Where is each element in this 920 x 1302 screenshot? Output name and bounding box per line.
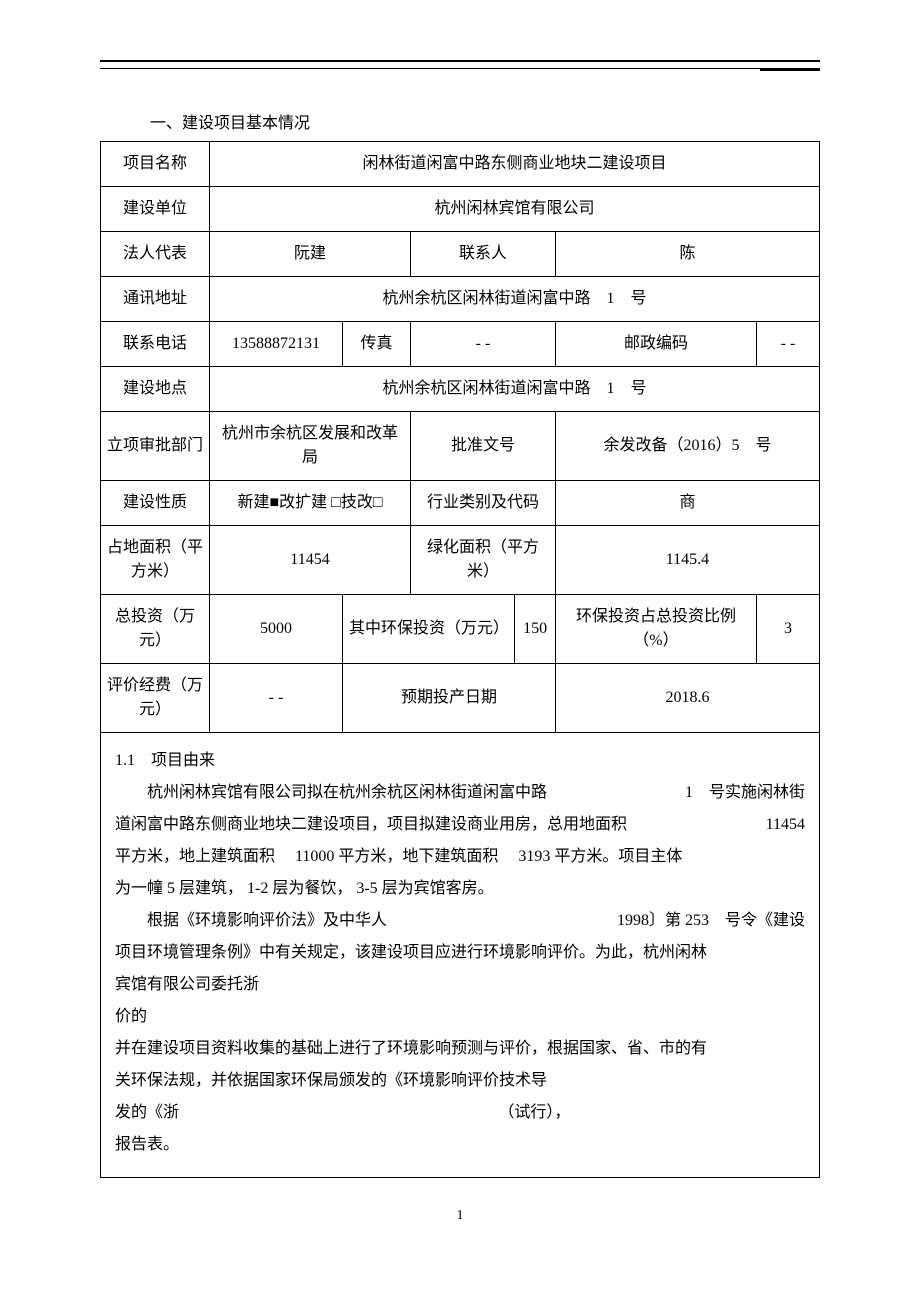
label-phone: 联系电话	[101, 322, 210, 367]
paragraph-line: 道闲富中路东侧商业地块二建设项目，项目拟建设商业用房，总用地面积 11454	[115, 809, 805, 841]
value-total-invest: 5000	[210, 595, 343, 664]
label-build-nature: 建设性质	[101, 481, 210, 526]
label-expected-date: 预期投产日期	[343, 664, 556, 733]
label-approval-no: 批准文号	[411, 412, 556, 481]
paragraph-line: 项目环境管理条例》中有关规定，该建设项目应进行环境影响评价。为此，杭州闲林	[115, 937, 805, 969]
table-row: 通讯地址 杭州余杭区闲林街道闲富中路 1 号	[101, 277, 820, 322]
value-land-area: 11454	[210, 526, 411, 595]
value-build-loc: 杭州余杭区闲林街道闲富中路 1 号	[210, 367, 820, 412]
text-fragment: 1998〕第 253 号令《建设	[617, 905, 805, 937]
value-address-comm: 杭州余杭区闲林街道闲富中路 1 号	[210, 277, 820, 322]
value-build-nature: 新建■改扩建 □技改□	[210, 481, 411, 526]
project-info-table: 项目名称 闲林街道闲富中路东侧商业地块二建设项目 建设单位 杭州闲林宾馆有限公司…	[100, 141, 820, 733]
document-page: 一、建设项目基本情况 项目名称 闲林街道闲富中路东侧商业地块二建设项目 建设单位…	[0, 0, 920, 1284]
label-postal: 邮政编码	[555, 322, 756, 367]
table-row: 建设地点 杭州余杭区闲林街道闲富中路 1 号	[101, 367, 820, 412]
table-row: 立项审批部门 杭州市余杭区发展和改革局 批准文号 余发改备（2016）5 号	[101, 412, 820, 481]
paragraph-line: 为一幢 5 层建筑， 1-2 层为餐饮， 3-5 层为宾馆客房。	[115, 873, 805, 905]
table-row: 法人代表 阮建 联系人 陈	[101, 232, 820, 277]
paragraph-line: 并在建设项目资料收集的基础上进行了环境影响预测与评价，根据国家、省、市的有	[115, 1033, 805, 1065]
value-industry: 商	[555, 481, 819, 526]
header-rule-thin	[100, 68, 820, 69]
text-fragment: 11454	[766, 809, 805, 841]
text-fragment: （试行），	[498, 1097, 570, 1129]
value-contact: 陈	[555, 232, 819, 277]
paragraph-line: 报告表。	[115, 1129, 805, 1161]
value-approval-dept: 杭州市余杭区发展和改革局	[210, 412, 411, 481]
label-build-loc: 建设地点	[101, 367, 210, 412]
value-project-name: 闲林街道闲富中路东侧商业地块二建设项目	[210, 142, 820, 187]
table-row: 建设性质 新建■改扩建 □技改□ 行业类别及代码 商	[101, 481, 820, 526]
table-row: 项目名称 闲林街道闲富中路东侧商业地块二建设项目	[101, 142, 820, 187]
value-fax: - -	[411, 322, 556, 367]
value-postal: - -	[757, 322, 820, 367]
paragraph-line: 根据《环境影响评价法》及中华人 1998〕第 253 号令《建设	[115, 905, 805, 937]
label-green-area: 绿化面积（平方米）	[411, 526, 556, 595]
text-fragment: 杭州闲林宾馆有限公司拟在杭州余杭区闲林街道闲富中路	[147, 777, 547, 809]
header-rule-thick	[100, 60, 820, 62]
table-row: 联系电话 13588872131 传真 - - 邮政编码 - -	[101, 322, 820, 367]
value-env-invest-pct: 3	[757, 595, 820, 664]
subsection-heading: 1.1 项目由来	[115, 745, 805, 777]
page-number: 1	[100, 1208, 820, 1224]
paragraph-line: 杭州闲林宾馆有限公司拟在杭州余杭区闲林街道闲富中路 1 号实施闲林街	[115, 777, 805, 809]
text-fragment: 发的《浙	[115, 1097, 179, 1129]
value-green-area: 1145.4	[555, 526, 819, 595]
value-phone: 13588872131	[210, 322, 343, 367]
paragraph-line: 价的	[115, 1001, 805, 1033]
label-project-name: 项目名称	[101, 142, 210, 187]
table-row: 占地面积（平方米） 11454 绿化面积（平方米） 1145.4	[101, 526, 820, 595]
section-title: 一、建设项目基本情况	[150, 109, 820, 133]
paragraph-line: 平方米，地上建筑面积 11000 平方米，地下建筑面积 3193 平方米。项目主…	[115, 841, 805, 873]
label-builder: 建设单位	[101, 187, 210, 232]
value-expected-date: 2018.6	[555, 664, 819, 733]
paragraph-line: 关环保法规，并依据国家环保局颁发的《环境影响评价技术导	[115, 1065, 805, 1097]
value-env-invest: 150	[515, 595, 555, 664]
label-total-invest: 总投资（万元）	[101, 595, 210, 664]
paragraph-line: 宾馆有限公司委托浙	[115, 969, 805, 1001]
text-fragment: 根据《环境影响评价法》及中华人	[147, 905, 387, 937]
label-industry: 行业类别及代码	[411, 481, 556, 526]
value-builder: 杭州闲林宾馆有限公司	[210, 187, 820, 232]
label-legal-rep: 法人代表	[101, 232, 210, 277]
value-legal-rep: 阮建	[210, 232, 411, 277]
text-fragment: 1 号实施闲林街	[685, 777, 805, 809]
label-eval-cost: 评价经费（万元）	[101, 664, 210, 733]
text-fragment: 道闲富中路东侧商业地块二建设项目，项目拟建设商业用房，总用地面积	[115, 809, 627, 841]
label-approval-dept: 立项审批部门	[101, 412, 210, 481]
label-land-area: 占地面积（平方米）	[101, 526, 210, 595]
label-contact: 联系人	[411, 232, 556, 277]
value-approval-no: 余发改备（2016）5 号	[555, 412, 819, 481]
label-fax: 传真	[343, 322, 411, 367]
table-row: 总投资（万元） 5000 其中环保投资（万元） 150 环保投资占总投资比例（%…	[101, 595, 820, 664]
label-address-comm: 通讯地址	[101, 277, 210, 322]
table-row: 建设单位 杭州闲林宾馆有限公司	[101, 187, 820, 232]
body-text: 1.1 项目由来 杭州闲林宾馆有限公司拟在杭州余杭区闲林街道闲富中路 1 号实施…	[109, 745, 811, 1161]
paragraph-line: 发的《浙 （试行），	[115, 1097, 570, 1129]
table-row: 评价经费（万元） - - 预期投产日期 2018.6	[101, 664, 820, 733]
label-env-invest-pct: 环保投资占总投资比例（%）	[555, 595, 756, 664]
label-env-invest: 其中环保投资（万元）	[343, 595, 515, 664]
value-eval-cost: - -	[210, 664, 343, 733]
body-text-box: 1.1 项目由来 杭州闲林宾馆有限公司拟在杭州余杭区闲林街道闲富中路 1 号实施…	[100, 733, 820, 1178]
